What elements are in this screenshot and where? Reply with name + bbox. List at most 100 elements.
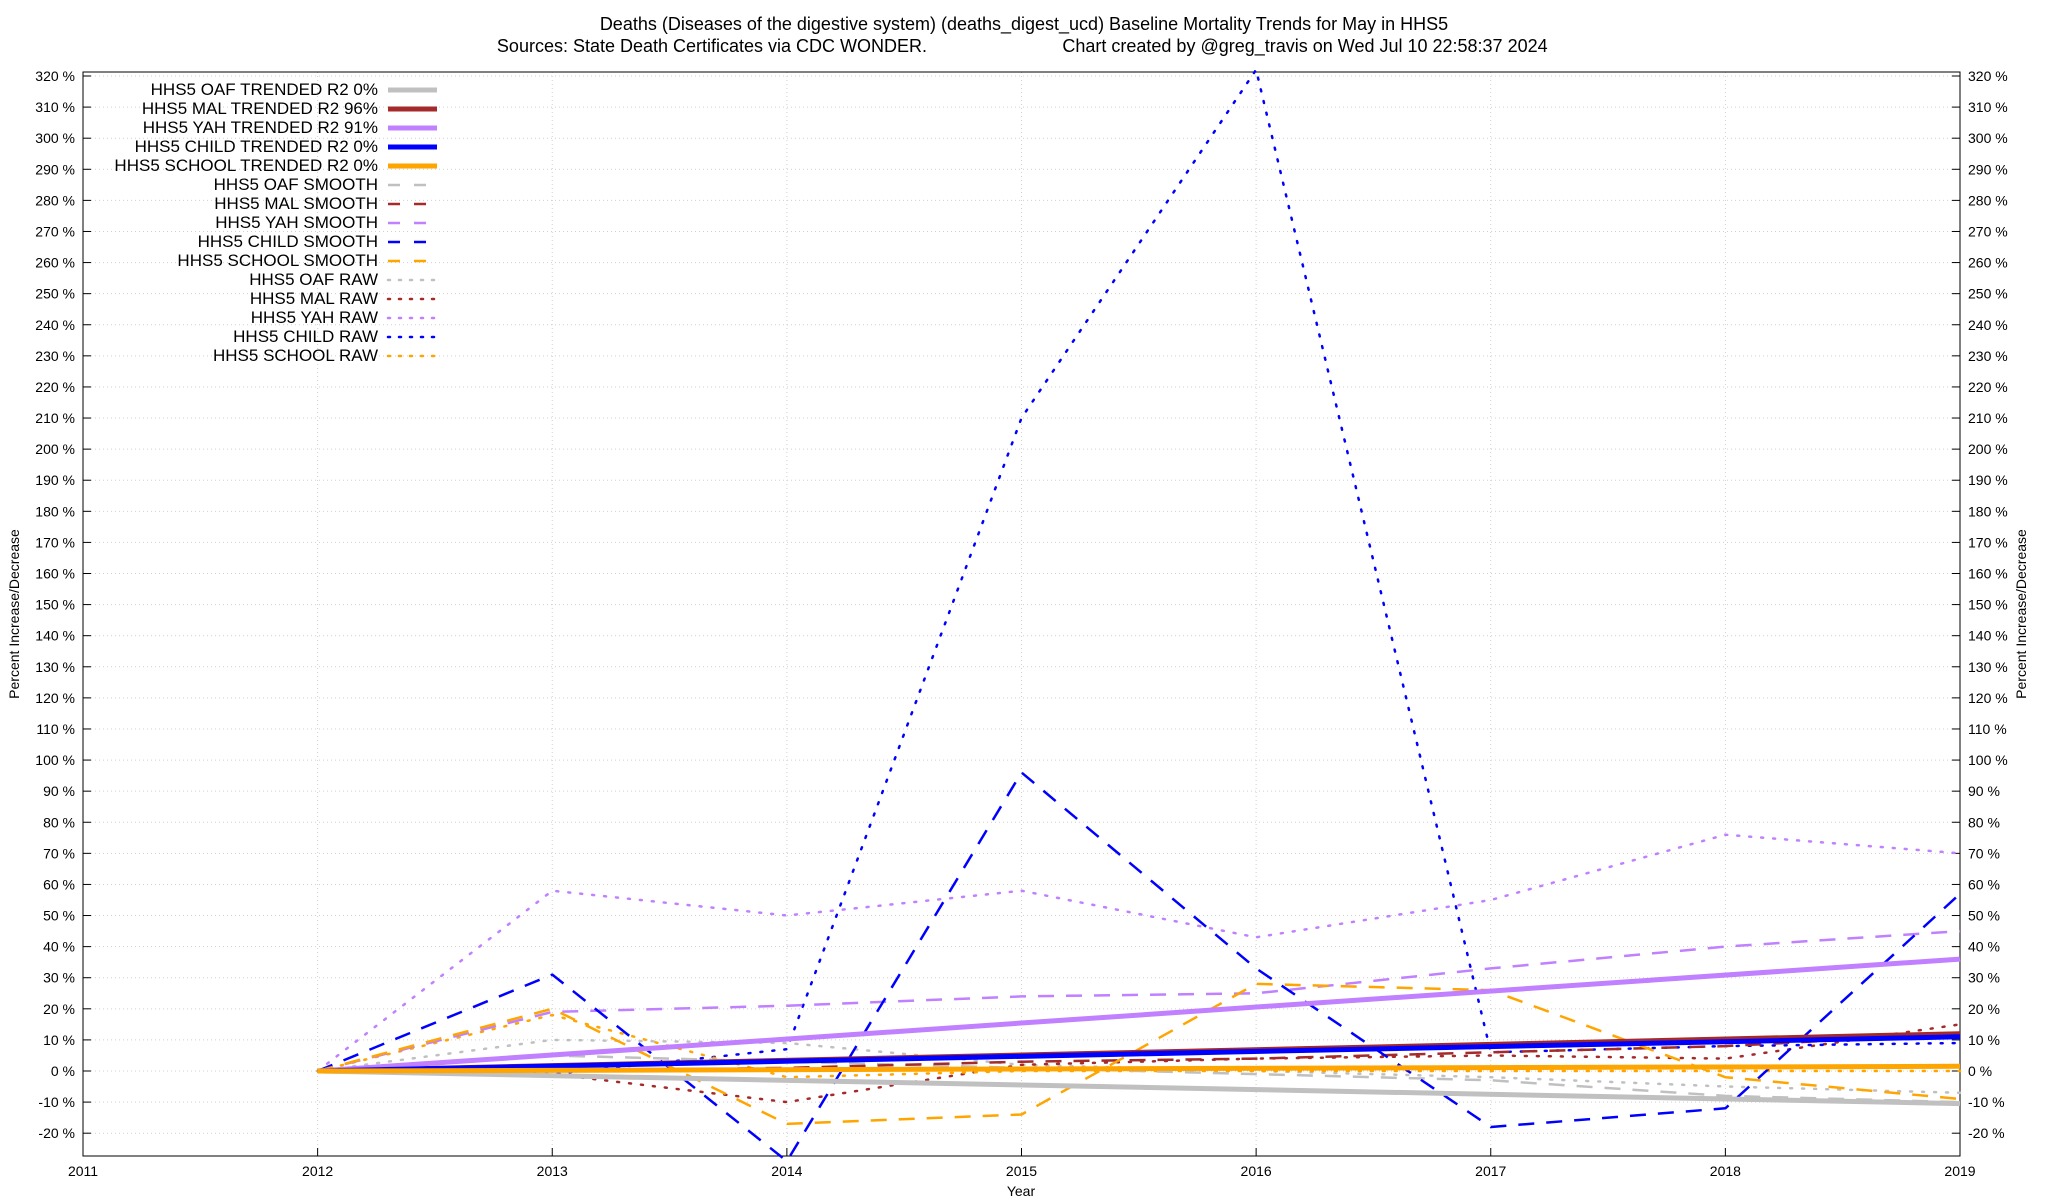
y-tick-label-right: 280 % (1968, 192, 2008, 208)
y-tick-label-right: 140 % (1968, 628, 2008, 644)
y-tick-label-right: 110 % (1968, 721, 2007, 737)
y-tick-label: 210 % (35, 410, 75, 426)
y-axis-ticks: -20 % -20 % -10 % -10 % 0 % 0 % 10 % 10 % 20 % 20… (35, 68, 2007, 1141)
y-tick-label: 40 % (43, 939, 75, 955)
x-tick-label: 2016 (1241, 1163, 1272, 1179)
y-tick-label-right: 250 % (1968, 286, 2008, 302)
y-tick-label-right: -20 % (1968, 1125, 2005, 1141)
y-tick-label-right: 10 % (1968, 1032, 2000, 1048)
y-tick-label-right: 90 % (1968, 783, 2000, 799)
series-line-hhs5-oaf-smooth (317, 1054, 1961, 1104)
legend-label-hhs5-school-smooth: HHS5 SCHOOL SMOOTH (177, 251, 378, 270)
legend-label-hhs5-yah-trended-r2-91: HHS5 YAH TRENDED R2 91% (143, 118, 378, 137)
y-tick-label: 320 % (35, 68, 75, 84)
y-tick-label-right: 30 % (1968, 970, 2000, 986)
y-axis-title-right: Percent Increase/Decrease (2013, 529, 2029, 699)
y-tick-label-right: 120 % (1968, 690, 2008, 706)
series-line-hhs5-child-raw (316, 68, 1962, 1076)
y-tick-label-right: 270 % (1968, 223, 2008, 239)
y-tick-label-right: 220 % (1968, 379, 2008, 395)
x-tick-label: 2019 (1944, 1163, 1975, 1179)
y-tick-label: 290 % (35, 161, 75, 177)
x-tick-label: 2014 (771, 1163, 802, 1179)
y-tick-label-right: 150 % (1968, 597, 2008, 613)
y-tick-label-right: 240 % (1968, 317, 2008, 333)
legend-label-hhs5-oaf-trended-r2-0: HHS5 OAF TRENDED R2 0% (151, 80, 378, 99)
y-tick-label-right: 180 % (1968, 503, 2008, 519)
series-line-hhs5-mal-smooth (317, 1032, 1961, 1073)
y-tick-label: 150 % (35, 597, 75, 613)
y-tick-label: 20 % (43, 1001, 75, 1017)
legend-label-hhs5-school-raw: HHS5 SCHOOL RAW (213, 346, 378, 365)
series-lines (316, 68, 1962, 1163)
y-tick-label: 80 % (43, 814, 75, 830)
y-tick-label: 190 % (35, 472, 75, 488)
y-tick-label: 200 % (35, 441, 75, 457)
series-line-hhs5-oaf-raw (316, 1038, 1962, 1095)
y-axis-title-left: Percent Increase/Decrease (6, 529, 22, 699)
y-tick-label-right: 100 % (1968, 752, 2008, 768)
chart-source: Sources: State Death Certificates via CD… (497, 36, 927, 56)
y-tick-label-right: 290 % (1968, 161, 2008, 177)
series-line-hhs5-oaf-trended-r2-0 (317, 1068, 1961, 1107)
y-tick-label: -10 % (38, 1094, 75, 1110)
y-tick-label: 270 % (35, 223, 75, 239)
chart-credit: Chart created by @greg_travis on Wed Jul… (1062, 36, 1547, 57)
series-line-hhs5-child-smooth (317, 771, 1961, 1163)
legend-label-hhs5-oaf-raw: HHS5 OAF RAW (249, 270, 378, 289)
y-tick-label-right: 260 % (1968, 255, 2008, 271)
legend-label-hhs5-mal-smooth: HHS5 MAL SMOOTH (214, 194, 378, 213)
y-tick-label: 30 % (43, 970, 75, 986)
y-tick-label-right: 50 % (1968, 908, 2000, 924)
y-tick-label: 260 % (35, 255, 75, 271)
y-tick-label-right: 20 % (1968, 1001, 2000, 1017)
x-tick-label: 2017 (1475, 1163, 1506, 1179)
y-tick-label: 60 % (43, 876, 75, 892)
y-tick-label: 110 % (36, 721, 75, 737)
y-tick-label-right: 210 % (1968, 410, 2008, 426)
x-axis-ticks: 2011 2012 2013 2014 2015 2016 2017 2018 2019 (68, 1148, 1976, 1179)
x-tick-label: 2012 (302, 1163, 333, 1179)
y-tick-label: 160 % (35, 566, 75, 582)
chart-title: Deaths (Diseases of the digestive system… (600, 14, 1448, 35)
grid (82, 72, 1961, 1156)
y-tick-label: 140 % (35, 628, 75, 644)
y-tick-label: 0 % (51, 1063, 75, 1079)
y-tick-label-right: 190 % (1968, 472, 2008, 488)
y-tick-label: 10 % (43, 1032, 75, 1048)
y-tick-label-right: 40 % (1968, 939, 2000, 955)
series-line-hhs5-yah-smooth (317, 929, 1961, 1073)
series-line-hhs5-yah-trended-r2-91 (317, 956, 1961, 1074)
y-tick-label: 300 % (35, 130, 75, 146)
y-tick-label-right: 70 % (1968, 845, 2000, 861)
y-tick-label-right: 130 % (1968, 659, 2008, 675)
legend-label-hhs5-yah-smooth: HHS5 YAH SMOOTH (215, 213, 378, 232)
y-tick-label: 310 % (35, 99, 75, 115)
y-tick-label: -20 % (38, 1125, 75, 1141)
series-line-hhs5-school-smooth (317, 982, 1961, 1126)
y-tick-label-right: 60 % (1968, 876, 2000, 892)
y-tick-label: 70 % (43, 845, 75, 861)
y-tick-label: 130 % (35, 659, 75, 675)
y-tick-label: 100 % (35, 752, 75, 768)
x-axis-title: Year (1007, 1183, 1036, 1199)
y-tick-label-right: 170 % (1968, 534, 2008, 550)
x-tick-label: 2015 (1006, 1163, 1037, 1179)
y-tick-label: 50 % (43, 908, 75, 924)
legend-label-hhs5-child-trended-r2-0: HHS5 CHILD TRENDED R2 0% (135, 137, 378, 156)
y-tick-label-right: 230 % (1968, 348, 2008, 364)
legend-label-hhs5-mal-raw: HHS5 MAL RAW (250, 289, 378, 308)
y-tick-label-right: 80 % (1968, 814, 2000, 830)
x-tick-label: 2013 (537, 1163, 568, 1179)
y-tick-label-right: 320 % (1968, 68, 2008, 84)
y-tick-label-right: 310 % (1968, 99, 2008, 115)
y-tick-label: 230 % (35, 348, 75, 364)
series-line-hhs5-yah-raw (316, 833, 1962, 1073)
x-tick-label: 2018 (1710, 1163, 1741, 1179)
legend-label-hhs5-yah-raw: HHS5 YAH RAW (251, 308, 378, 327)
y-tick-label: 220 % (35, 379, 75, 395)
legend-label-hhs5-mal-trended-r2-96: HHS5 MAL TRENDED R2 96% (142, 99, 378, 118)
y-tick-label: 120 % (35, 690, 75, 706)
legend-label-hhs5-child-smooth: HHS5 CHILD SMOOTH (198, 232, 378, 251)
y-tick-label: 250 % (35, 286, 75, 302)
